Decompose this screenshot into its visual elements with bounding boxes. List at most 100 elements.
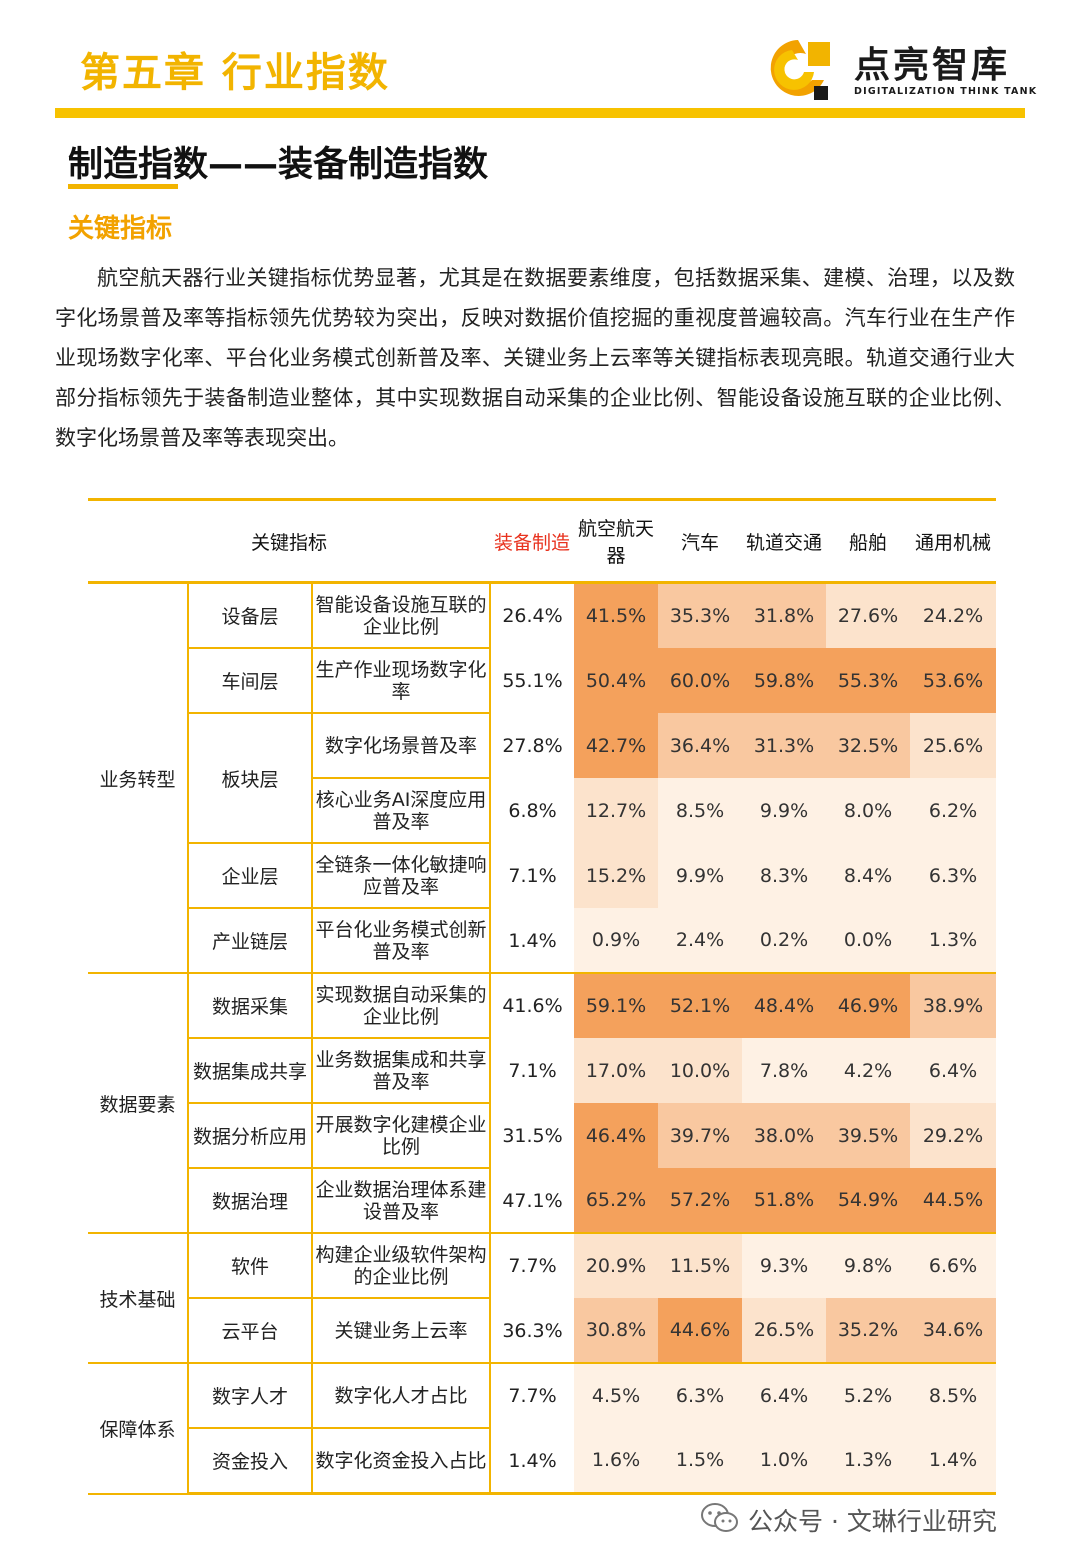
level-cell: 产业链层 bbox=[187, 907, 313, 974]
metric-cell: 智能设备设施互联的企业比例 bbox=[310, 581, 492, 649]
overall-value-cell: 7.7% bbox=[489, 1232, 575, 1298]
metric-cell: 平台化业务模式创新普及率 bbox=[310, 907, 492, 974]
industry-value-cell: 39.7% bbox=[658, 1103, 743, 1168]
industry-value-cell: 46.4% bbox=[574, 1103, 659, 1168]
metric-cell: 数字化人才占比 bbox=[310, 1362, 492, 1429]
metric-cell: 关键业务上云率 bbox=[310, 1297, 492, 1364]
header-divider bbox=[55, 108, 1025, 118]
page-header: 第五章 行业指数 点亮智库 DIGITALIZATION THINK TANK bbox=[0, 0, 1080, 120]
subheading: 关键指标 bbox=[68, 214, 173, 244]
overall-value-cell: 7.1% bbox=[489, 842, 575, 908]
chapter-title: 第五章 行业指数 bbox=[80, 50, 390, 96]
level-cell: 软件 bbox=[187, 1232, 313, 1299]
level-cell: 数据采集 bbox=[187, 972, 313, 1039]
table-header-row: 关键指标 装备制造 航空航天器 汽车 轨道交通 船舶 通用机械 bbox=[88, 499, 997, 583]
table-row: 云平台 关键业务上云率 36.3% 30.8% 44.6% 26.5% 35.2% 34.6% bbox=[88, 1297, 997, 1364]
table-row: 数据治理 企业数据治理体系建设普及率 47.1% 65.2% 57.2% 51.8% 54.… bbox=[88, 1167, 997, 1234]
industry-value-cell: 60.0% bbox=[658, 648, 743, 713]
industry-value-cell: 8.3% bbox=[742, 843, 827, 908]
table-row: 技术基础 软件 构建企业级软件架构的企业比例 7.7% 20.9% 11.5% 9.3% 9.… bbox=[88, 1232, 997, 1364]
overall-value-cell: 47.1% bbox=[489, 1167, 575, 1234]
industry-value-cell: 65.2% bbox=[574, 1168, 659, 1234]
industry-value-cell: 10.0% bbox=[658, 1038, 743, 1103]
industry-value-cell: 31.8% bbox=[742, 582, 827, 648]
industry-value-cell: 32.5% bbox=[826, 713, 911, 778]
table-row: 数据分析应用 开展数字化建模企业比例 31.5% 46.4% 39.7% 38.0% 39.… bbox=[88, 1102, 997, 1169]
industry-value-cell: 9.8% bbox=[826, 1233, 911, 1298]
level-cell: 设备层 bbox=[187, 581, 313, 649]
industry-value-cell: 25.6% bbox=[910, 713, 997, 778]
logo-name-en: DIGITALIZATION THINK TANK bbox=[854, 86, 1038, 97]
industry-value-cell: 42.7% bbox=[574, 713, 659, 778]
industry-value-cell: 1.5% bbox=[658, 1428, 743, 1495]
industry-value-cell: 55.3% bbox=[826, 648, 911, 713]
industry-value-cell: 24.2% bbox=[910, 582, 997, 648]
level-cell: 板块层 bbox=[187, 712, 313, 844]
level-cell: 企业层 bbox=[187, 842, 313, 909]
industry-value-cell: 1.0% bbox=[742, 1428, 827, 1495]
logo-name-cn: 点亮智库 bbox=[854, 45, 1011, 86]
overall-value-cell: 55.1% bbox=[489, 647, 575, 713]
metric-cell: 企业数据治理体系建设普及率 bbox=[310, 1167, 492, 1234]
metric-cell: 数字化场景普及率 bbox=[310, 712, 492, 779]
section-title: 制造指数——装备制造指数 bbox=[68, 145, 489, 185]
body-paragraph: 航空航天器行业关键指标优势显著，尤其是在数据要素维度，包括数据采集、建模、治理，… bbox=[55, 266, 1015, 450]
industry-value-cell: 1.4% bbox=[910, 1428, 997, 1495]
industry-value-cell: 54.9% bbox=[826, 1168, 911, 1234]
industry-value-cell: 5.2% bbox=[826, 1363, 911, 1428]
table-row: 保障体系 数字人才 数字化人才占比 7.7% 4.5% 6.3% 6.4% 5.2% 8.5% bbox=[88, 1362, 997, 1495]
industry-value-cell: 44.5% bbox=[910, 1168, 997, 1234]
industry-value-cell: 20.9% bbox=[574, 1233, 659, 1298]
overall-value-cell: 1.4% bbox=[489, 1427, 575, 1495]
industry-value-cell: 12.7% bbox=[574, 778, 659, 843]
level-cell: 车间层 bbox=[187, 647, 313, 714]
industry-value-cell: 1.3% bbox=[910, 908, 997, 974]
industry-value-cell: 6.3% bbox=[658, 1363, 743, 1428]
overall-value-cell: 36.3% bbox=[489, 1297, 575, 1364]
metric-cell: 核心业务AI深度应用普及率 bbox=[310, 777, 492, 844]
metric-cell: 实现数据自动采集的企业比例 bbox=[310, 972, 492, 1039]
industry-value-cell: 6.4% bbox=[742, 1363, 827, 1428]
industry-value-cell: 53.6% bbox=[910, 648, 997, 713]
table-row: 业务转型 设备层 智能设备设施互联的企业比例 26.4% 41.5% 35.3% 31.8%… bbox=[88, 581, 997, 974]
industry-value-cell: 44.6% bbox=[658, 1298, 743, 1364]
industry-value-cell: 7.8% bbox=[742, 1038, 827, 1103]
overall-value-cell: 26.4% bbox=[489, 581, 575, 648]
overall-value-cell: 27.8% bbox=[489, 712, 575, 778]
industry-value-cell: 8.5% bbox=[910, 1363, 997, 1428]
header-key-indicator: 关键指标 bbox=[251, 531, 328, 554]
industry-value-cell: 35.3% bbox=[658, 582, 743, 648]
table-row: 企业层 全链条一体化敏捷响应普及率 7.1% 15.2% 9.9% 8.3% 8.4% 6.3… bbox=[88, 842, 997, 909]
metric-cell: 构建企业级软件架构的企业比例 bbox=[310, 1232, 492, 1299]
industry-value-cell: 6.6% bbox=[910, 1233, 997, 1298]
industry-value-cell: 59.8% bbox=[742, 648, 827, 713]
industry-value-cell: 50.4% bbox=[574, 648, 659, 713]
brand-logo: 点亮智库 DIGITALIZATION THINK TANK bbox=[762, 30, 1036, 104]
industry-value-cell: 30.8% bbox=[574, 1298, 659, 1364]
industry-value-cell: 9.9% bbox=[658, 843, 743, 908]
key-indicator-table: 关键指标 装备制造 航空航天器 汽车 轨道交通 船舶 通用机械 业务转型 设备层智… bbox=[88, 498, 997, 1495]
industry-value-cell: 52.1% bbox=[658, 973, 743, 1038]
industry-value-cell: 6.4% bbox=[910, 1038, 997, 1103]
header-overall: 装备制造 bbox=[494, 531, 571, 554]
industry-value-cell: 1.3% bbox=[826, 1428, 911, 1495]
level-cell: 数据治理 bbox=[187, 1167, 313, 1234]
industry-value-cell: 41.5% bbox=[574, 582, 659, 648]
industry-value-cell: 36.4% bbox=[658, 713, 743, 778]
overall-value-cell: 7.1% bbox=[489, 1037, 575, 1103]
industry-value-cell: 11.5% bbox=[658, 1233, 743, 1298]
industry-value-cell: 51.8% bbox=[742, 1168, 827, 1234]
industry-value-cell: 46.9% bbox=[826, 973, 911, 1038]
industry-value-cell: 1.6% bbox=[574, 1428, 659, 1495]
industry-value-cell: 4.5% bbox=[574, 1363, 659, 1428]
logo-c-icon bbox=[770, 40, 830, 100]
industry-value-cell: 8.4% bbox=[826, 843, 911, 908]
level-cell: 资金投入 bbox=[187, 1427, 313, 1495]
industry-value-cell: 31.3% bbox=[742, 713, 827, 778]
industry-value-cell: 39.5% bbox=[826, 1103, 911, 1168]
industry-value-cell: 27.6% bbox=[826, 582, 911, 648]
metric-cell: 生产作业现场数字化率 bbox=[310, 647, 492, 714]
header-industry: 航空航天器 bbox=[578, 518, 655, 567]
overall-value-cell: 41.6% bbox=[489, 972, 575, 1038]
table-row: 核心业务AI深度应用普及率 6.8% 12.7% 8.5% 9.9% 8.0% 6.2% bbox=[88, 777, 997, 844]
